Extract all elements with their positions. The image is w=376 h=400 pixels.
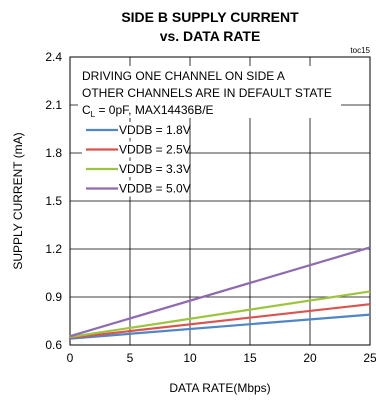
legend-bg: [82, 141, 188, 158]
y-tick-label: 1.5: [45, 194, 62, 208]
y-tick-label: 2.1: [45, 98, 62, 112]
annotation-cap-value: = 0pF, MAX14436B/E: [95, 103, 213, 117]
series-line-2: [69, 303, 371, 339]
legend-label: VDDB = 3.3V: [119, 162, 191, 176]
annotation-line-3: CL = 0pF, MAX14436B/E: [82, 103, 214, 119]
series-line-3: [69, 290, 371, 339]
annotation-line-1: DRIVING ONE CHANNEL ON SIDE A: [82, 69, 285, 83]
x-tick-label: 0: [67, 351, 74, 365]
chart-title: SIDE B SUPPLY CURRENT: [121, 9, 299, 25]
legend-bg: [82, 180, 188, 197]
annotation-line-2: OTHER CHANNELS ARE IN DEFAULT STATE: [82, 86, 332, 100]
y-tick-label: 1.2: [45, 242, 62, 256]
x-tick-label: 20: [303, 351, 317, 365]
legend-label: VDDB = 5.0V: [119, 182, 191, 196]
annotation-cap-subscript: L: [91, 110, 96, 119]
x-tick-label: 5: [127, 351, 134, 365]
legend-label: VDDB = 2.5V: [119, 143, 191, 157]
x-tick-label: 10: [183, 351, 197, 365]
y-tick-label: 0.6: [45, 338, 62, 352]
y-axis-label: SUPPLY CURRENT (mA): [11, 132, 25, 269]
legend-label: VDDB = 1.8V: [119, 123, 191, 137]
figure-code: toc15: [350, 46, 370, 55]
annotation-box: [78, 66, 341, 118]
series-line-4: [69, 246, 371, 338]
legend: VDDB = 1.8V VDDB = 2.5V VDDB = 3.3V VDDB = …: [82, 122, 191, 197]
plot-frame: [69, 56, 371, 346]
tick-labels: 0 5 10 15 20 25 0.6 0.9 1.2 1.5 1.8 2.1 2.4: [45, 50, 376, 365]
series-lines: [69, 246, 371, 340]
y-tick-label: 0.9: [45, 290, 62, 304]
legend-bg: [82, 161, 188, 177]
x-tick-label: 15: [243, 351, 257, 365]
series-line-1: [69, 313, 371, 340]
y-tick-label: 1.8: [45, 146, 62, 160]
annotation-cap-symbol: C: [82, 103, 91, 117]
y-tick-label: 2.4: [45, 50, 62, 64]
x-axis-label: DATA RATE(Mbps): [169, 381, 270, 395]
legend-bg: [82, 122, 188, 138]
x-tick-label: 25: [363, 351, 376, 365]
chart-subtitle: vs. DATA RATE: [160, 28, 261, 44]
